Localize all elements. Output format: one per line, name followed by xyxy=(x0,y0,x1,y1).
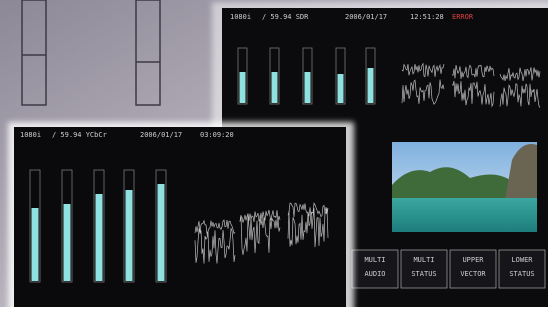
format: 1080i xyxy=(230,13,251,21)
status: ERROR xyxy=(452,13,474,21)
meter-level xyxy=(158,184,165,281)
date: 2006/01/17 xyxy=(345,13,387,21)
button-label: MULTI xyxy=(364,256,385,264)
meter-level xyxy=(32,208,39,281)
button-label: LOWER xyxy=(511,256,533,264)
meter-level xyxy=(240,72,246,103)
meter-level xyxy=(64,204,71,281)
meter-level xyxy=(126,190,133,281)
button-label: STATUS xyxy=(509,270,534,278)
meter-level xyxy=(368,68,374,103)
button-label: STATUS xyxy=(411,270,436,278)
meter-level xyxy=(272,72,278,103)
meter-level xyxy=(338,74,344,103)
picture xyxy=(392,142,537,232)
time: 03:09:20 xyxy=(200,131,234,139)
format: 1080i xyxy=(20,131,41,139)
time: 12:51:28 xyxy=(410,13,444,21)
date: 2006/01/17 xyxy=(140,131,182,139)
button-label: MULTI xyxy=(413,256,434,264)
meter-level xyxy=(96,194,103,281)
button-label: AUDIO xyxy=(364,270,385,278)
meter-level xyxy=(305,72,311,103)
button-label: VECTOR xyxy=(460,270,486,278)
rate: / 59.94 YCbCr xyxy=(52,131,107,139)
rate: / 59.94 SDR xyxy=(262,13,309,21)
back-header: 1080i / 59.94 SDR 2006/01/17 12:51:28 ER… xyxy=(230,13,474,21)
scene: 1080i / 59.94 SDR 2006/01/17 12:51:28 ER… xyxy=(0,0,548,307)
button-label: UPPER xyxy=(462,256,484,264)
